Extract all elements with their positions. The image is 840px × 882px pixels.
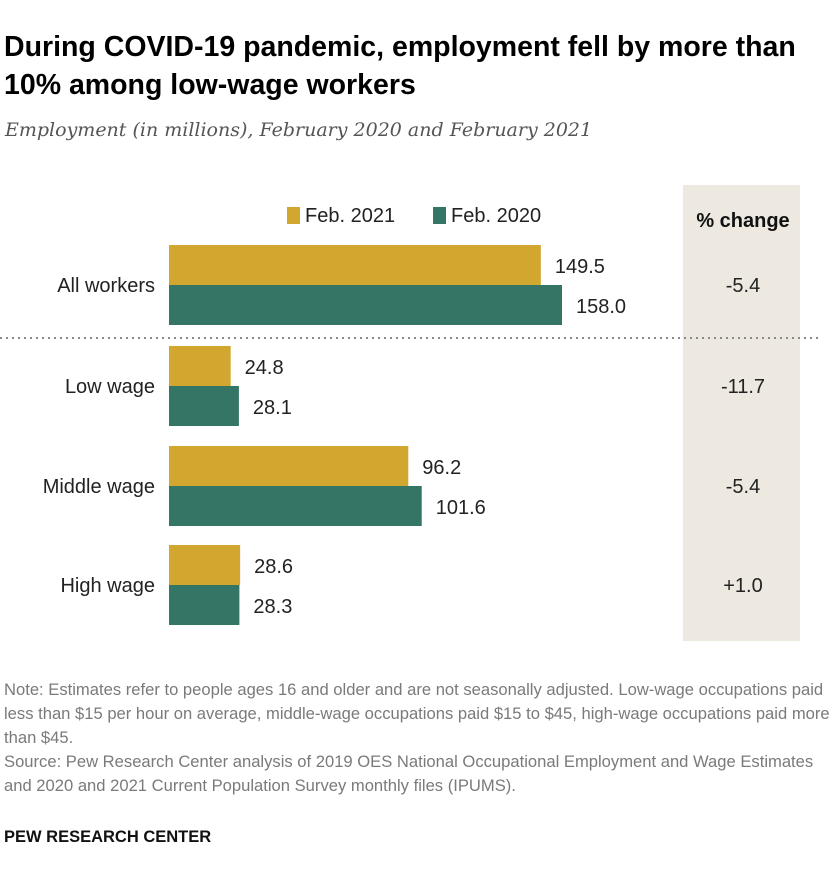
legend: Feb. 2021 Feb. 2020 <box>287 205 541 227</box>
bar-middle-wage-feb-2020 <box>169 486 422 526</box>
bar-low-wage-feb-2021 <box>169 346 231 386</box>
value-label-low-wage-feb-2021: 24.8 <box>245 357 284 379</box>
source-text: Source: Pew Research Center analysis of … <box>4 752 814 795</box>
category-label-all-workers: All workers <box>57 275 155 297</box>
category-label-low-wage: Low wage <box>65 376 155 398</box>
pct-change-middle-wage: -5.4 <box>726 476 760 498</box>
value-label-all-workers-feb-2020: 158.0 <box>576 296 626 318</box>
bar-high-wage-feb-2021 <box>169 545 241 585</box>
value-label-middle-wage-feb-2021: 96.2 <box>422 457 461 479</box>
brand-logo-text: PEW RESEARCH CENTER <box>4 828 212 846</box>
value-label-all-workers-feb-2021: 149.5 <box>555 256 605 278</box>
pct-change-all-workers: -5.4 <box>726 275 760 297</box>
pct-change-high-wage: +1.0 <box>723 575 762 597</box>
note-text: Note: Estimates refer to people ages 16 … <box>4 680 830 747</box>
pct-change-panel <box>683 185 800 641</box>
legend-label-feb-2021: Feb. 2021 <box>305 205 395 227</box>
bar-middle-wage-feb-2021 <box>169 446 409 486</box>
bars-group: All workers 149.5 158.0 -5.4 Low wage 24.8 28.… <box>43 245 765 625</box>
legend-swatch-feb-2021 <box>287 207 300 224</box>
bar-all-workers-feb-2021 <box>169 245 541 285</box>
pct-change-header: % change <box>696 210 789 232</box>
category-label-high-wage: High wage <box>60 575 155 597</box>
chart-title: During COVID-19 pandemic, employment fel… <box>4 31 796 101</box>
value-label-high-wage-feb-2021: 28.6 <box>254 556 293 578</box>
value-label-middle-wage-feb-2020: 101.6 <box>436 497 486 519</box>
category-label-middle-wage: Middle wage <box>43 476 155 498</box>
bar-all-workers-feb-2020 <box>169 285 562 325</box>
bar-low-wage-feb-2020 <box>169 386 239 426</box>
legend-swatch-feb-2020 <box>433 207 446 224</box>
bar-high-wage-feb-2020 <box>169 585 240 625</box>
value-label-high-wage-feb-2020: 28.3 <box>253 596 292 618</box>
pct-change-low-wage: -11.7 <box>721 376 765 398</box>
chart-subtitle: Employment (in millions), February 2020 … <box>5 119 593 141</box>
legend-label-feb-2020: Feb. 2020 <box>451 205 541 227</box>
bar-chart: % change Feb. 2021 Feb. 2020 All workers… <box>0 185 820 641</box>
value-label-low-wage-feb-2020: 28.1 <box>253 397 292 419</box>
notes-block: Note: Estimates refer to people ages 16 … <box>4 678 834 798</box>
